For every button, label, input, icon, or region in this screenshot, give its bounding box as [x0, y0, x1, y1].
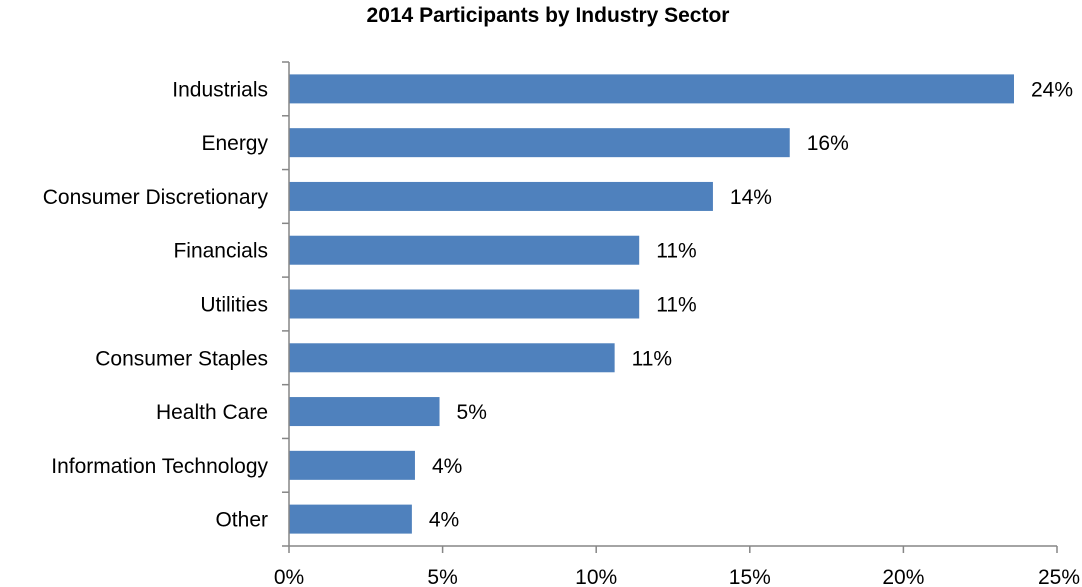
- chart-title: 2014 Participants by Industry Sector: [367, 4, 730, 27]
- x-tick-label: 15%: [729, 566, 771, 587]
- category-label: Energy: [201, 132, 268, 155]
- data-label: 11%: [656, 294, 696, 317]
- data-label: 5%: [457, 401, 487, 424]
- bar: [289, 504, 412, 534]
- data-label: 24%: [1031, 78, 1073, 101]
- x-axis-ticks: 0% 5% 10% 15% 20% 25%: [274, 546, 1080, 587]
- category-label: Financials: [173, 240, 268, 263]
- category-label: Other: [215, 509, 268, 532]
- bar: [289, 343, 615, 373]
- bar: [289, 450, 415, 480]
- category-label: Consumer Staples: [95, 347, 268, 370]
- category-label: Information Technology: [51, 455, 268, 478]
- bar: [289, 181, 713, 211]
- bar: [289, 74, 1014, 104]
- bars-layer: [289, 74, 1014, 534]
- category-label: Industrials: [172, 78, 268, 101]
- data-label: 11%: [632, 347, 672, 370]
- data-labels: 24% 16% 14% 11% 11% 11% 5% 4% 4%: [429, 78, 1073, 531]
- bar: [289, 128, 790, 158]
- data-label: 4%: [429, 509, 459, 532]
- category-label: Consumer Discretionary: [43, 186, 269, 209]
- category-labels: Industrials Energy Consumer Discretionary F…: [43, 78, 269, 531]
- x-tick-label: 20%: [882, 566, 924, 587]
- axes: [282, 61, 1057, 547]
- x-tick-label: 10%: [575, 566, 617, 587]
- data-label: 11%: [656, 240, 696, 263]
- data-label: 4%: [432, 455, 462, 478]
- data-label: 14%: [730, 186, 772, 209]
- x-tick-label: 0%: [274, 566, 304, 587]
- bar: [289, 397, 440, 427]
- bar: [289, 235, 640, 265]
- category-label: Health Care: [156, 401, 268, 424]
- x-tick-label: 5%: [427, 566, 457, 587]
- category-label: Utilities: [200, 294, 268, 317]
- bar: [289, 289, 640, 319]
- x-tick-label: 25%: [1038, 566, 1080, 587]
- data-label: 16%: [807, 132, 849, 155]
